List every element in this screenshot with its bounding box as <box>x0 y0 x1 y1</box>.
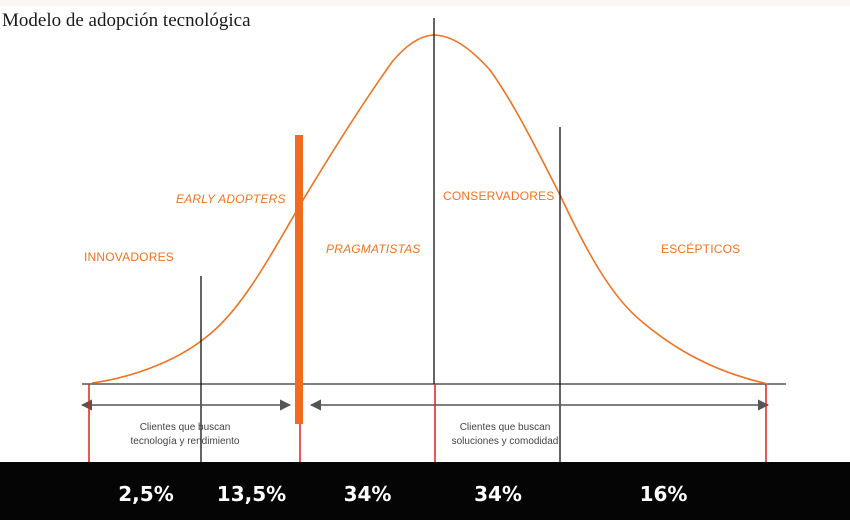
label-early-adopters: EARLY ADOPTERS <box>176 192 286 206</box>
bell-curve <box>91 34 769 385</box>
label-escepticos: ESCÉPTICOS <box>661 242 741 256</box>
label-conservadores: CONSERVADORES <box>443 189 555 203</box>
note-left: Clientes que buscan tecnología y rendimi… <box>110 421 260 449</box>
label-pragmatistas: PRAGMATISTAS <box>326 242 421 256</box>
top-strip <box>0 0 850 6</box>
segment-label-early-adopters: 13,5% <box>216 482 287 506</box>
note-right-line-1: Clientes que buscan <box>459 422 551 433</box>
segment-label-innovadores: 2,5% <box>118 482 174 506</box>
diagram-title: Modelo de adopción tecnológica <box>2 10 251 31</box>
chasm-bar <box>295 135 303 424</box>
segment-label-pragmatistas: 34% <box>343 482 392 506</box>
segment-label-conservadores: 34% <box>474 482 522 506</box>
label-innovadores: INNOVADORES <box>84 250 174 264</box>
segment-label-escepticos: 16% <box>639 482 688 506</box>
note-left-line-2: tecnología y rendimiento <box>130 436 240 447</box>
note-left-line-1: Clientes que buscan <box>139 422 231 433</box>
note-right: Clientes que buscan soluciones y comodid… <box>430 421 580 449</box>
note-right-line-2: soluciones y comodidad <box>451 436 559 447</box>
percentage-bar <box>0 462 850 520</box>
